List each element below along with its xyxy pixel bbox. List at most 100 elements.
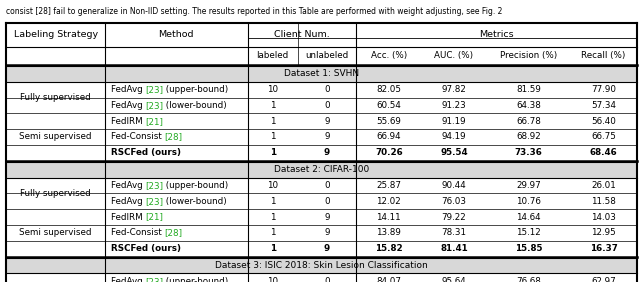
Text: unlabeled: unlabeled bbox=[305, 51, 349, 60]
Text: RSCFed (ours): RSCFed (ours) bbox=[111, 244, 180, 253]
Text: 25.87: 25.87 bbox=[376, 181, 401, 190]
Text: 11.58: 11.58 bbox=[591, 197, 616, 206]
Text: 62.97: 62.97 bbox=[591, 277, 616, 282]
Text: 13.89: 13.89 bbox=[376, 228, 401, 237]
Text: Labeling Strategy: Labeling Strategy bbox=[13, 30, 98, 39]
Text: 60.54: 60.54 bbox=[376, 101, 401, 110]
Text: 0: 0 bbox=[324, 277, 330, 282]
Text: FedAvg: FedAvg bbox=[111, 85, 145, 94]
Text: 90.44: 90.44 bbox=[442, 181, 467, 190]
Text: Dataset 1: SVHN: Dataset 1: SVHN bbox=[284, 69, 359, 78]
Text: (upper-bound): (upper-bound) bbox=[163, 277, 228, 282]
Text: Client Num.: Client Num. bbox=[274, 30, 330, 39]
Text: 66.78: 66.78 bbox=[516, 117, 541, 126]
Text: 55.69: 55.69 bbox=[376, 117, 401, 126]
Text: 79.22: 79.22 bbox=[442, 213, 467, 222]
Text: 9: 9 bbox=[324, 117, 330, 126]
Text: Fed-Consist: Fed-Consist bbox=[111, 133, 164, 142]
Text: 10: 10 bbox=[267, 181, 278, 190]
Text: FedIRM: FedIRM bbox=[111, 117, 145, 126]
Bar bbox=[6, 47, 637, 65]
Text: 9: 9 bbox=[324, 148, 330, 157]
Text: (upper-bound): (upper-bound) bbox=[163, 85, 228, 94]
Text: Fed-Consist: Fed-Consist bbox=[111, 228, 164, 237]
Text: [23]: [23] bbox=[145, 181, 163, 190]
Text: 81.59: 81.59 bbox=[516, 85, 541, 94]
Text: Semi supervised: Semi supervised bbox=[19, 133, 92, 142]
Text: consist [28] fail to generalize in Non-IID setting. The results reported in this: consist [28] fail to generalize in Non-I… bbox=[6, 8, 503, 16]
Bar bbox=[6, 162, 637, 178]
Text: 73.36: 73.36 bbox=[515, 148, 542, 157]
Text: [23]: [23] bbox=[145, 197, 163, 206]
Text: 94.19: 94.19 bbox=[442, 133, 467, 142]
Text: 0: 0 bbox=[324, 197, 330, 206]
Text: 1: 1 bbox=[270, 197, 275, 206]
Text: [21]: [21] bbox=[145, 117, 163, 126]
Text: 1: 1 bbox=[269, 148, 276, 157]
Text: [28]: [28] bbox=[164, 133, 182, 142]
Text: 57.34: 57.34 bbox=[591, 101, 616, 110]
Text: 26.01: 26.01 bbox=[591, 181, 616, 190]
Text: Dataset 2: CIFAR-100: Dataset 2: CIFAR-100 bbox=[274, 165, 369, 174]
Text: 77.90: 77.90 bbox=[591, 85, 616, 94]
Text: (lower-bound): (lower-bound) bbox=[163, 101, 227, 110]
Text: Precision (%): Precision (%) bbox=[500, 51, 557, 60]
Text: 1: 1 bbox=[270, 228, 275, 237]
Text: FedAvg: FedAvg bbox=[111, 277, 145, 282]
Text: Semi supervised: Semi supervised bbox=[19, 228, 92, 237]
Text: 76.03: 76.03 bbox=[442, 197, 467, 206]
Text: 66.75: 66.75 bbox=[591, 133, 616, 142]
Text: 15.12: 15.12 bbox=[516, 228, 541, 237]
Text: 64.38: 64.38 bbox=[516, 101, 541, 110]
Text: 9: 9 bbox=[324, 228, 330, 237]
Text: 76.68: 76.68 bbox=[516, 277, 541, 282]
Text: 9: 9 bbox=[324, 213, 330, 222]
Text: Fully supervised: Fully supervised bbox=[20, 93, 91, 102]
Text: 15.85: 15.85 bbox=[515, 244, 542, 253]
Text: 12.02: 12.02 bbox=[376, 197, 401, 206]
Text: 14.03: 14.03 bbox=[591, 213, 616, 222]
Text: 70.26: 70.26 bbox=[375, 148, 403, 157]
Text: FedIRM: FedIRM bbox=[111, 213, 145, 222]
Text: 9: 9 bbox=[324, 133, 330, 142]
Text: 1: 1 bbox=[270, 213, 275, 222]
Text: 9: 9 bbox=[324, 244, 330, 253]
Text: 16.37: 16.37 bbox=[589, 244, 618, 253]
Text: 56.40: 56.40 bbox=[591, 117, 616, 126]
Text: 97.82: 97.82 bbox=[442, 85, 467, 94]
Text: 82.05: 82.05 bbox=[376, 85, 401, 94]
Text: (lower-bound): (lower-bound) bbox=[163, 197, 227, 206]
Text: 91.23: 91.23 bbox=[442, 101, 467, 110]
Text: RSCFed (ours): RSCFed (ours) bbox=[111, 148, 180, 157]
Text: 68.92: 68.92 bbox=[516, 133, 541, 142]
Bar bbox=[6, 258, 637, 273]
Text: AUC. (%): AUC. (%) bbox=[435, 51, 474, 60]
Text: 15.82: 15.82 bbox=[375, 244, 403, 253]
Text: 78.31: 78.31 bbox=[442, 228, 467, 237]
Text: Acc. (%): Acc. (%) bbox=[371, 51, 407, 60]
Text: 1: 1 bbox=[270, 101, 275, 110]
Text: 14.11: 14.11 bbox=[376, 213, 401, 222]
Bar bbox=[6, 66, 637, 82]
Text: Fully supervised: Fully supervised bbox=[20, 189, 91, 198]
Text: 29.97: 29.97 bbox=[516, 181, 541, 190]
Text: [23]: [23] bbox=[145, 85, 163, 94]
Text: 95.64: 95.64 bbox=[442, 277, 467, 282]
Text: 14.64: 14.64 bbox=[516, 213, 541, 222]
Text: Metrics: Metrics bbox=[479, 30, 514, 39]
Text: Method: Method bbox=[159, 30, 194, 39]
Text: 91.19: 91.19 bbox=[442, 117, 467, 126]
Text: 10: 10 bbox=[267, 277, 278, 282]
Text: 12.95: 12.95 bbox=[591, 228, 616, 237]
Text: 84.07: 84.07 bbox=[376, 277, 401, 282]
Text: 95.54: 95.54 bbox=[440, 148, 468, 157]
Text: 68.46: 68.46 bbox=[589, 148, 618, 157]
Text: 0: 0 bbox=[324, 101, 330, 110]
Text: labeled: labeled bbox=[257, 51, 289, 60]
Text: FedAvg: FedAvg bbox=[111, 197, 145, 206]
Text: 1: 1 bbox=[270, 117, 275, 126]
Text: (upper-bound): (upper-bound) bbox=[163, 181, 228, 190]
Text: 1: 1 bbox=[269, 244, 276, 253]
Text: 0: 0 bbox=[324, 85, 330, 94]
Text: 10.76: 10.76 bbox=[516, 197, 541, 206]
